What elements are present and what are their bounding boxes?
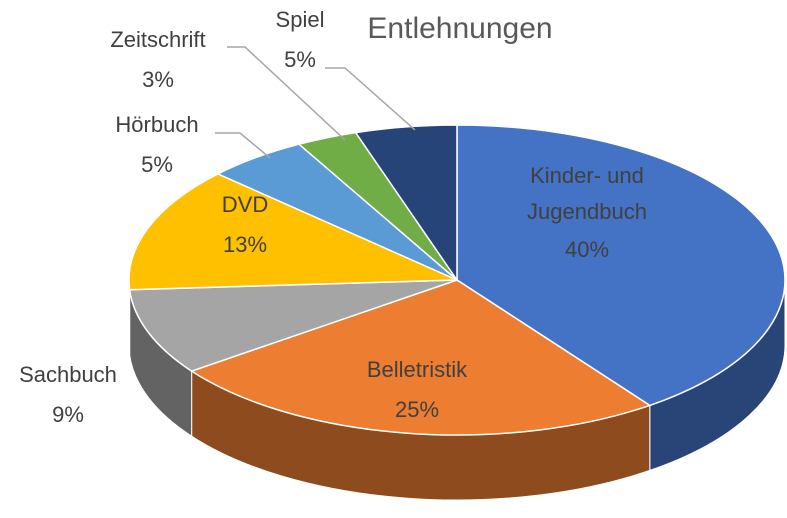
data-label: Kinder- und Jugendbuch 40% [502,158,672,270]
category-label: Hörbuch [115,112,199,137]
category-label: Sachbuch [19,362,117,387]
value-label: 3% [142,67,174,92]
leader-line [227,46,346,141]
category-label: Zeitschrift [110,27,206,52]
value-label: 13% [222,232,268,257]
category-label: Belletristik [366,357,468,382]
value-label: 5% [141,152,173,177]
data-label: Sachbuch 9% [0,355,138,435]
data-label: Belletristik 25% [317,350,517,430]
chart-title: Entlehnungen [367,12,553,45]
slice [128,279,458,372]
category-label: DVD [221,192,269,217]
slice [189,279,652,436]
value-label: 40% [564,237,610,262]
value-label: 5% [284,47,316,72]
slice [354,124,458,283]
data-label: DVD 13% [185,185,305,265]
leader-line [325,67,416,131]
category-label: Spiel [275,7,325,32]
data-label: Hörbuch 5% [87,105,227,185]
leader-line [215,132,271,159]
category-label: Kinder- und Jugendbuch [527,163,647,224]
value-label: 9% [52,402,84,427]
slice [456,124,786,407]
value-label: 25% [394,397,440,422]
data-label: Zeitschrift 3% [78,20,238,100]
data-label: Spiel 5% [250,0,350,80]
slice [128,173,458,291]
